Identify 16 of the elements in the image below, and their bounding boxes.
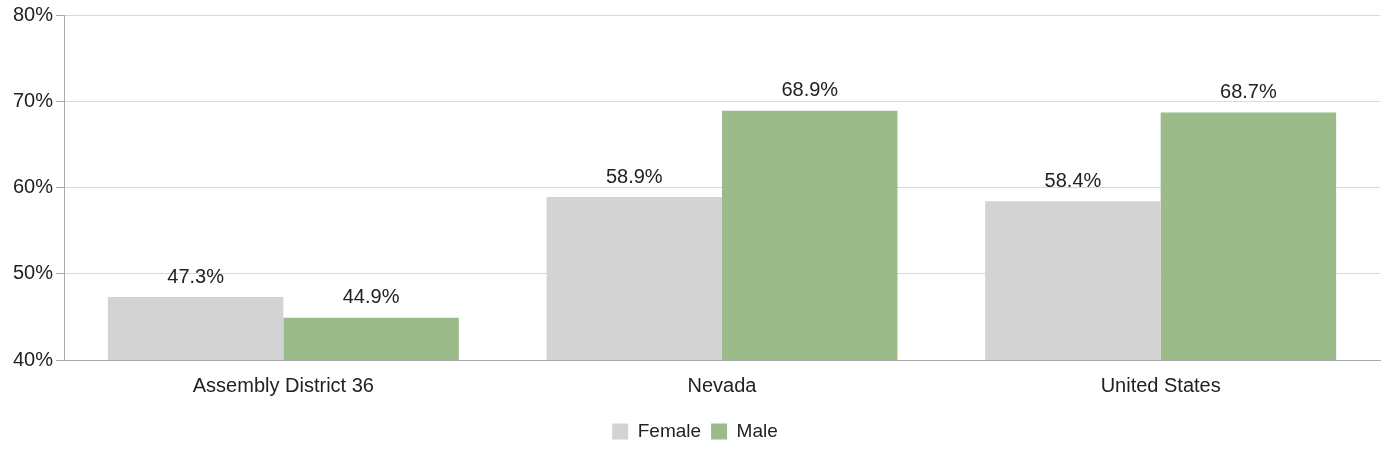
- x-tick-label: United States: [1100, 373, 1221, 396]
- y-tick-label: 60%: [13, 175, 54, 198]
- y-tick-label: 80%: [13, 2, 54, 25]
- legend-label: Female: [637, 419, 702, 441]
- y-tick-label: 70%: [13, 88, 54, 111]
- y-tick-label: 50%: [13, 261, 54, 284]
- data-label: 68.7%: [1220, 79, 1277, 102]
- data-label: 44.9%: [342, 285, 400, 308]
- data-label: 58.4%: [1044, 168, 1102, 191]
- legend-label: Male: [736, 419, 778, 441]
- data-label: 47.3%: [167, 264, 225, 287]
- x-tick-label: Assembly District 36: [192, 373, 374, 396]
- y-tick-label: 40%: [13, 347, 54, 370]
- data-label: 68.9%: [781, 78, 839, 101]
- data-label: 58.9%: [605, 164, 663, 187]
- x-tick-label: Nevada: [687, 373, 758, 396]
